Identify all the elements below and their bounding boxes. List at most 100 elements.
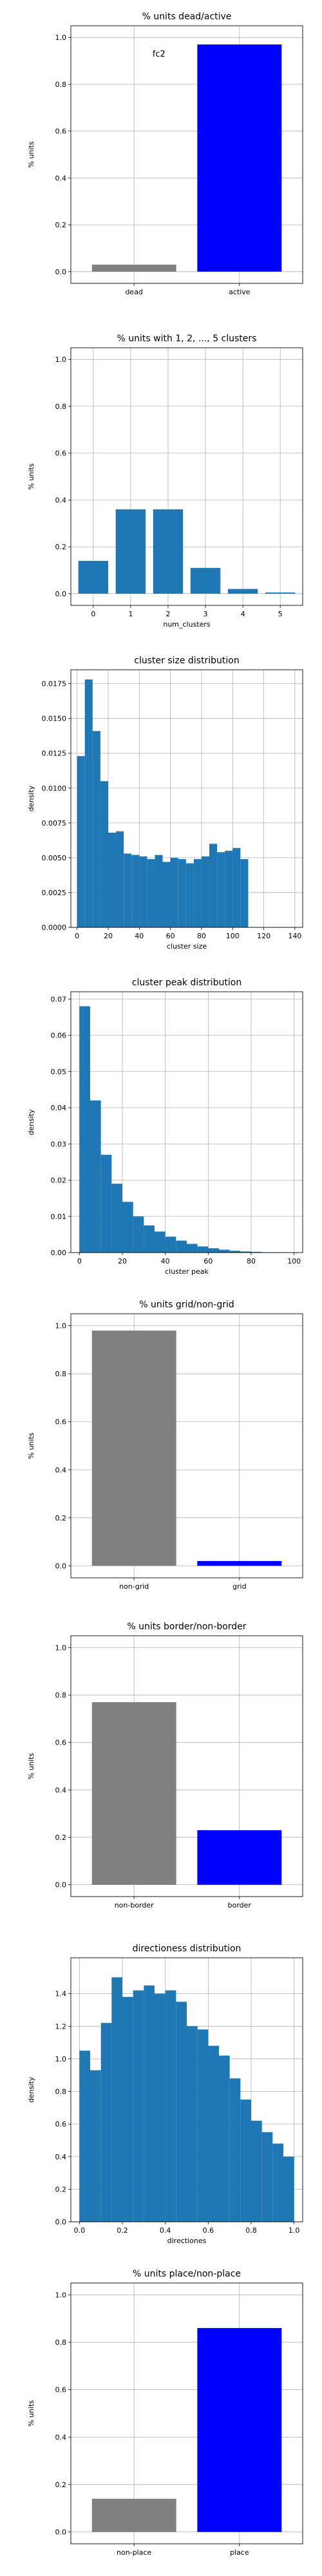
x-tick-label: 80 — [197, 932, 206, 940]
bar-0 — [79, 561, 108, 594]
x-tick-label: 140 — [288, 932, 301, 940]
y-tick-label: 1.0 — [55, 33, 67, 42]
y-tick-label: 0.0175 — [42, 680, 67, 688]
histogram-bar — [116, 831, 124, 927]
y-tick-label: 0.02 — [51, 1177, 67, 1185]
y-tick-label: 0.2 — [55, 1833, 67, 1842]
y-tick-label: 0.0025 — [42, 889, 67, 897]
y-tick-label: 0.04 — [51, 1104, 67, 1112]
histogram-bar — [144, 1226, 155, 1253]
bar-3 — [191, 568, 220, 594]
y-tick-label: 0.6 — [55, 450, 67, 458]
histogram-bar — [262, 2132, 273, 2222]
histogram-bar — [232, 848, 240, 927]
bar-active — [197, 44, 281, 272]
y-tick-label: 0.4 — [55, 1466, 67, 1474]
y-tick-label: 0.03 — [51, 1140, 67, 1148]
y-tick-label: 0.8 — [55, 80, 67, 89]
y-tick-label: 1.0 — [55, 1643, 67, 1652]
y-tick-label: 0.6 — [55, 1739, 67, 1747]
y-axis-label: density — [27, 785, 35, 811]
histogram-bar — [240, 2099, 251, 2222]
histogram-bar — [93, 731, 100, 927]
histogram-bar — [133, 1217, 144, 1253]
chart-title: % units dead/active — [142, 12, 232, 22]
histogram-bar — [251, 2121, 262, 2222]
y-tick-label: 0.0 — [55, 590, 67, 598]
y-tick-label: 0.0075 — [42, 819, 67, 828]
y-axis-label: density — [27, 1109, 35, 1135]
chart-title: directioness distribution — [133, 1944, 242, 1954]
histogram-bar — [155, 855, 162, 927]
x-tick-label: 100 — [287, 1257, 301, 1265]
histogram-bar — [176, 1240, 187, 1253]
x-tick-label: 20 — [118, 1257, 127, 1265]
histogram-bar — [178, 859, 186, 927]
y-tick-label: 0.06 — [51, 1032, 67, 1040]
histogram-bar — [163, 862, 171, 927]
x-tick-label: dead — [125, 288, 142, 296]
x-tick-label: 40 — [135, 932, 144, 940]
histogram-bar — [209, 844, 217, 927]
y-tick-label: 0.4 — [55, 1786, 67, 1794]
y-tick-label: 0.0 — [55, 2528, 67, 2537]
x-tick-label: non-place — [117, 2548, 151, 2557]
y-tick-label: 1.0 — [55, 2291, 67, 2299]
y-tick-label: 0.4 — [55, 174, 67, 182]
chart-title: cluster peak distribution — [132, 978, 242, 988]
histogram-bar — [166, 1236, 176, 1253]
y-tick-label: 0.6 — [55, 1418, 67, 1426]
chart-title: % units grid/non-grid — [139, 1300, 234, 1310]
x-tick-label: grid — [232, 1582, 247, 1591]
x-tick-label: border — [228, 1901, 252, 1909]
chart-panel-4: cluster peak distribution 0.00 0.01 0.02 0.0… — [27, 978, 303, 1276]
histogram-bar — [111, 1977, 122, 2222]
y-tick-label: 0.07 — [51, 995, 67, 1003]
y-tick-label: 0.6 — [55, 128, 67, 136]
x-tick-label: 0.0 — [74, 2226, 86, 2235]
y-tick-label: 0.8 — [55, 2338, 67, 2347]
y-tick-label: 0.01 — [51, 1213, 67, 1221]
bar-dead — [92, 265, 176, 272]
chart-title: cluster size distribution — [134, 656, 239, 666]
histogram-bar — [194, 859, 202, 927]
y-tick-label: 1.0 — [55, 1322, 67, 1331]
histogram-bar — [208, 2046, 219, 2222]
histogram-bar — [101, 2023, 112, 2222]
x-tick-label: 60 — [204, 1257, 213, 1265]
chart-annotation: fc2 — [153, 50, 166, 59]
y-tick-label: 0.0000 — [42, 923, 67, 932]
x-tick-label: non-border — [115, 1901, 154, 1909]
histogram-bar — [79, 1007, 90, 1253]
x-tick-label: active — [229, 288, 251, 296]
histogram-bar — [124, 853, 131, 927]
x-tick-label: 2 — [166, 610, 170, 618]
y-tick-label: 0.2 — [55, 543, 67, 551]
histogram-bar — [187, 2026, 198, 2222]
y-tick-label: 0.4 — [55, 2433, 67, 2441]
histogram-bar — [122, 1202, 133, 1253]
histogram-bar — [283, 2157, 294, 2222]
chart-panel-8: % units place/non-place0.00.20.40.60.81.… — [27, 2269, 303, 2557]
y-tick-label: 1.0 — [55, 2055, 67, 2063]
chart-panel-1: % units dead/active 0.0 0.2 0.4 0.6 0.8 1.0 % u… — [27, 12, 303, 296]
bar-non-grid — [92, 1331, 176, 1566]
histogram-bar — [198, 1246, 209, 1253]
x-axis-label: cluster peak — [165, 1267, 209, 1276]
bar-non-place — [92, 2499, 176, 2532]
histogram-bar — [139, 857, 147, 927]
chart-panel-7: directioness distribution 0.0 0.2 0.4 0.6 0.8… — [27, 1944, 303, 2245]
x-tick-label: 0 — [91, 610, 95, 618]
histogram-bar — [176, 2002, 187, 2222]
x-tick-label: 5 — [278, 610, 283, 618]
y-axis-label: density — [27, 2076, 35, 2103]
y-tick-label: 0.4 — [55, 496, 67, 504]
histogram-bar — [90, 2070, 101, 2222]
y-axis-label: % units — [27, 1432, 35, 1459]
histogram-bar — [79, 2050, 90, 2222]
y-tick-label: 1.4 — [55, 1990, 67, 1998]
x-tick-label: 40 — [161, 1257, 170, 1265]
y-tick-label: 0.0 — [55, 1881, 67, 1889]
y-tick-label: 0.8 — [55, 1691, 67, 1700]
